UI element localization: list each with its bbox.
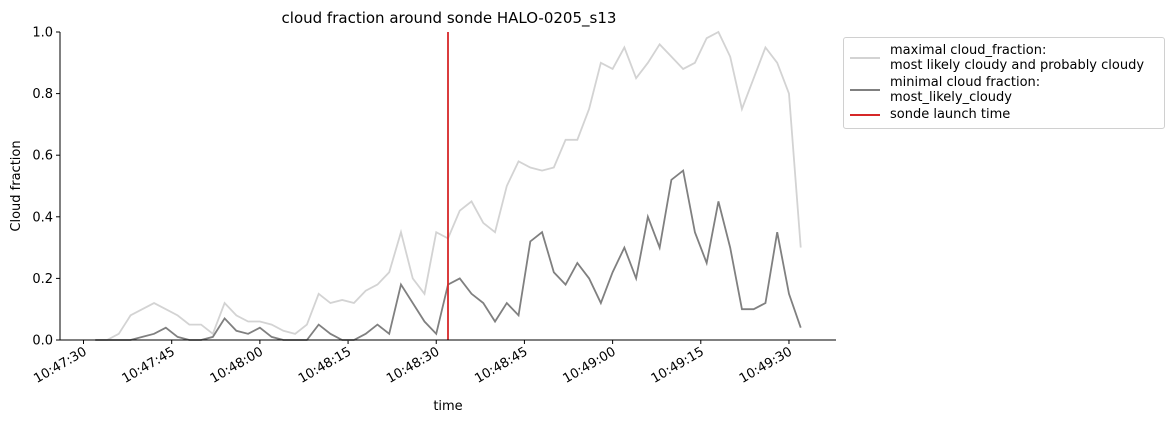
x-tick-label: 10:49:30 xyxy=(737,344,795,386)
x-axis-label: time xyxy=(433,399,462,414)
legend-swatch xyxy=(850,113,880,116)
y-axis-label: Cloud fraction xyxy=(9,140,24,231)
legend-swatch xyxy=(850,89,880,91)
legend-label: sonde launch time xyxy=(890,107,1011,122)
x-tick-label: 10:49:15 xyxy=(649,344,707,386)
legend-entry: maximal cloud_fraction: most likely clou… xyxy=(844,43,1164,73)
y-tick-label: 0.2 xyxy=(32,272,53,287)
y-tick-label: 0.8 xyxy=(32,87,53,102)
x-tick-label: 10:48:00 xyxy=(208,344,266,386)
x-tick-label: 10:47:30 xyxy=(31,344,89,386)
x-tick-label: 10:48:30 xyxy=(384,344,442,386)
legend-swatch xyxy=(850,57,880,59)
chart-title: cloud fraction around sonde HALO-0205_s1… xyxy=(282,9,617,28)
legend-entry: minimal cloud fraction: most_likely_clou… xyxy=(844,75,1164,105)
y-tick-label: 0.0 xyxy=(32,334,53,349)
x-tick-label: 10:48:15 xyxy=(296,344,354,386)
x-tick-label: 10:47:45 xyxy=(120,344,178,386)
legend: maximal cloud_fraction: most likely clou… xyxy=(843,37,1165,129)
y-tick-label: 0.6 xyxy=(32,149,53,164)
legend-label: maximal cloud_fraction: most likely clou… xyxy=(890,43,1145,73)
legend-entry: sonde launch time xyxy=(844,107,1164,122)
legend-label: minimal cloud fraction: most_likely_clou… xyxy=(890,75,1041,105)
y-tick-label: 1.0 xyxy=(32,26,53,41)
x-tick-label: 10:49:00 xyxy=(561,344,619,386)
x-tick-label: 10:48:45 xyxy=(472,344,530,386)
y-tick-label: 0.4 xyxy=(32,210,53,225)
